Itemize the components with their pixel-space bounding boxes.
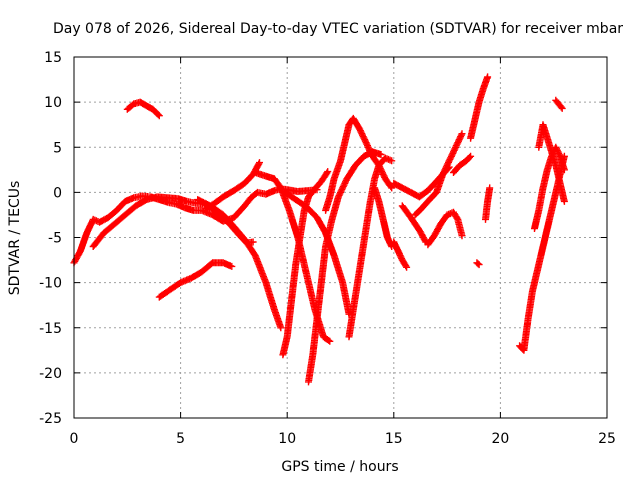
- y-tick-label: 15: [44, 50, 62, 66]
- x-tick-label: 25: [598, 431, 616, 447]
- x-axis-label: GPS time / hours: [281, 459, 398, 475]
- data-point-markers: [473, 259, 483, 269]
- y-tick-label: -20: [39, 366, 62, 382]
- data-point-markers: [398, 202, 430, 246]
- y-tick-label: -25: [39, 411, 62, 427]
- series-arc-4: [155, 259, 236, 301]
- series-arc-20: [467, 73, 492, 142]
- series-arc-14: [390, 238, 411, 271]
- data-point-markers: [155, 259, 236, 301]
- x-tick-label: 20: [491, 431, 509, 447]
- series-arc-13: [371, 184, 396, 250]
- data-point-markers: [467, 73, 492, 142]
- data-point-markers: [322, 114, 396, 214]
- series-arc-26: [552, 96, 566, 112]
- y-tick-label: 0: [53, 185, 62, 201]
- data-point-markers: [123, 98, 163, 120]
- data-point-markers: [390, 238, 411, 271]
- data-point-markers: [305, 148, 385, 386]
- series-arc-25: [535, 121, 568, 205]
- y-axis-label: SDTVAR / TECUs: [7, 181, 23, 296]
- y-tick-label: 10: [44, 95, 62, 111]
- data-point-markers: [194, 196, 285, 332]
- series-arc-3: [123, 98, 163, 120]
- x-tick-label: 5: [176, 431, 185, 447]
- x-tick-label: 0: [70, 431, 79, 447]
- chart-title: Day 078 of 2026, Sidereal Day-to-day VTE…: [53, 21, 623, 37]
- data-point-markers: [482, 184, 494, 223]
- x-tick-label: 15: [385, 431, 403, 447]
- data-point-markers: [424, 208, 466, 249]
- series-arc-10: [305, 148, 385, 386]
- series-arc-19: [450, 152, 475, 176]
- data-point-markers: [535, 121, 568, 205]
- series-arc-5: [194, 196, 285, 332]
- series-arc-16: [398, 202, 430, 246]
- data-point-markers: [411, 130, 466, 219]
- series-arc-18: [424, 208, 466, 249]
- y-tick-label: -15: [39, 321, 62, 337]
- series-arc-11: [322, 114, 396, 214]
- data-point-markers: [450, 152, 475, 176]
- series-arc-22: [482, 184, 494, 223]
- axis-ticks: 0 5 10 15 20 25 -25 -20 -15 -10 -5 0 5 10 15: [39, 50, 616, 447]
- data-point-markers: [552, 96, 566, 112]
- series-arc-12: [345, 154, 396, 341]
- data-point-markers: [345, 154, 396, 341]
- series-arc-17: [411, 130, 466, 219]
- x-tick-label: 10: [278, 431, 296, 447]
- series-arc-21: [473, 259, 483, 269]
- data-point-markers: [371, 184, 396, 250]
- y-tick-label: -10: [39, 276, 62, 292]
- data-points: [70, 73, 568, 386]
- y-tick-label: -5: [48, 231, 62, 247]
- y-tick-label: 5: [53, 140, 62, 156]
